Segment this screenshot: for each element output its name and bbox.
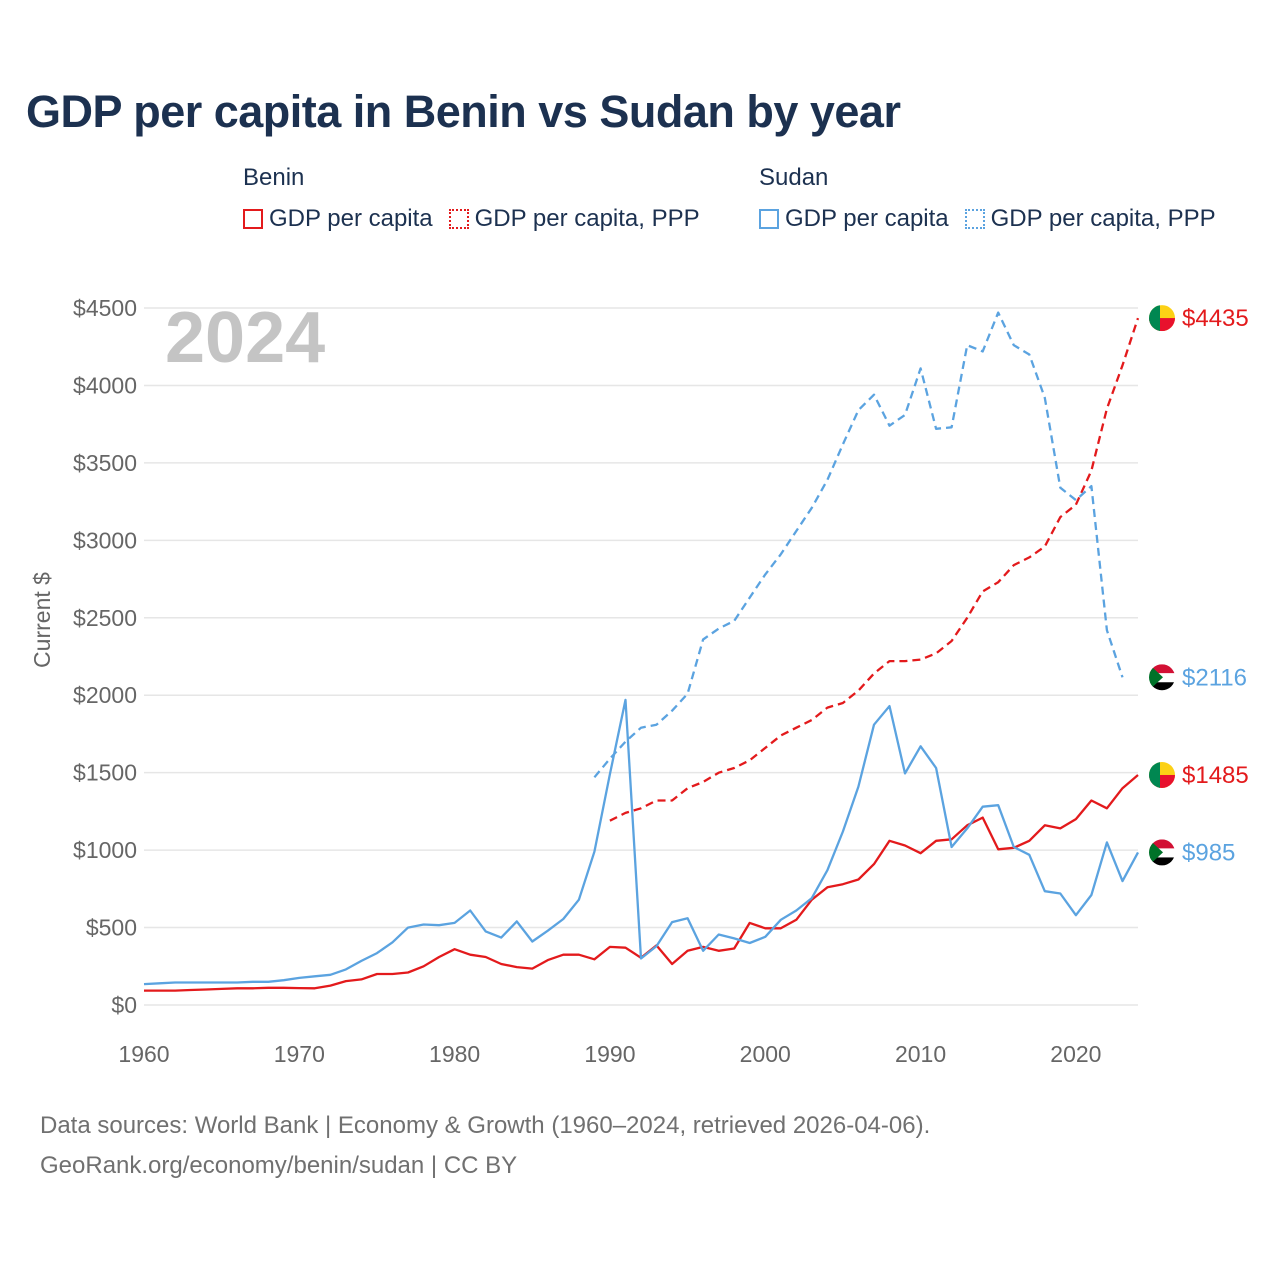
series-lines [143,311,1140,992]
benin-flag-icon [1149,305,1175,331]
legend-item-label: GDP per capita, PPP [990,205,1216,232]
y-tick-label: $0 [111,992,137,1018]
end-labels: $1485 $4435 $985 $2116 [1148,304,1249,867]
end-value-label: $1485 [1182,762,1249,789]
footer-sources: Data sources: World Bank | Economy & Gro… [40,1112,931,1139]
x-tick-label: 2010 [895,1041,946,1067]
end-value-label: $985 [1182,839,1235,866]
y-tick-label: $4500 [73,295,137,321]
x-tick-label: 2020 [1050,1041,1101,1067]
legend-item-sudan-gdp-ppp[interactable]: GDP per capita, PPP [964,205,1216,233]
y-tick-label: $4000 [73,372,137,398]
legend-item-label: GDP per capita [269,205,433,232]
y-axis: $0 $500 $1000 $1500 $2000 $2500 $3000 $3500 $400… [73,295,137,1018]
y-tick-label: $1500 [73,760,137,786]
legend-item-label: GDP per capita [785,205,949,232]
x-tick-label: 1970 [274,1041,325,1067]
legend-group-sudan: Sudan GDP per capita GDP per capita, PPP [759,164,1216,233]
year-watermark: 2024 [165,298,325,378]
legend-item-label: GDP per capita, PPP [474,205,700,232]
chart-title: GDP per capita in Benin vs Sudan by year [26,86,901,137]
legend-swatch-dotted [448,209,469,229]
x-tick-label: 2000 [740,1041,791,1067]
x-tick-label: 1990 [584,1041,635,1067]
legend-item-benin-gdp[interactable]: GDP per capita [243,205,433,233]
footer: Data sources: World Bank | Economy & Gro… [40,1106,930,1186]
x-tick-label: 1960 [118,1041,169,1067]
legend-swatch-dotted [964,209,985,229]
legend-group-benin: Benin GDP per capita GDP per capita, PPP [243,164,700,233]
x-tick-label: 1980 [429,1041,480,1067]
y-tick-label: $3000 [73,527,137,553]
series-line[interactable] [593,311,1124,779]
end-value-label: $2116 [1182,664,1247,691]
y-tick-label: $3500 [73,450,137,476]
y-tick-label: $2000 [73,682,137,708]
legend-group-name: Sudan [759,164,829,191]
y-tick-label: $500 [86,915,137,941]
x-axis: 1960 1970 1980 1990 2000 2010 2020 [118,1041,1101,1067]
series-line[interactable] [143,698,1140,986]
y-tick-label: $2500 [73,605,137,631]
end-value-label: $4435 [1182,305,1249,332]
legend-swatch-solid [243,209,263,229]
legend-item-sudan-gdp[interactable]: GDP per capita [759,205,949,233]
line-chart: 2024 Current $ $0 $500 $1000 $1500 $2000 $250… [29,295,1249,1067]
y-tick-label: $1000 [73,837,137,863]
footer-link[interactable]: GeoRank.org/economy/benin/sudan | CC BY [40,1152,518,1179]
y-axis-label: Current $ [29,572,55,668]
gridlines [144,307,1138,1006]
benin-flag-icon [1149,762,1175,788]
legend-item-benin-gdp-ppp[interactable]: GDP per capita, PPP [448,205,700,233]
legend-group-name: Benin [243,164,305,191]
series-line[interactable] [609,317,1140,822]
legend-swatch-solid [759,209,779,229]
